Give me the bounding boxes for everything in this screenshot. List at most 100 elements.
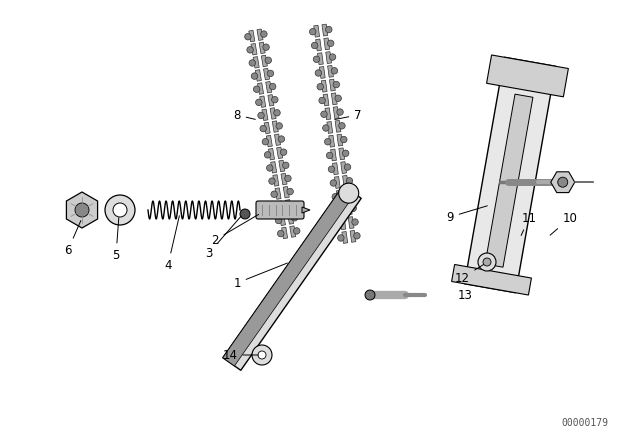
Polygon shape bbox=[67, 192, 97, 228]
Circle shape bbox=[336, 221, 342, 228]
Polygon shape bbox=[331, 149, 337, 161]
Circle shape bbox=[282, 162, 289, 168]
Polygon shape bbox=[330, 79, 335, 91]
Polygon shape bbox=[328, 65, 333, 77]
Polygon shape bbox=[314, 25, 319, 37]
Text: 10: 10 bbox=[550, 211, 577, 235]
Circle shape bbox=[289, 202, 296, 208]
Polygon shape bbox=[281, 173, 287, 185]
Text: 6: 6 bbox=[64, 220, 81, 257]
Text: 12: 12 bbox=[454, 264, 484, 284]
Polygon shape bbox=[452, 264, 531, 295]
Circle shape bbox=[249, 60, 255, 66]
Circle shape bbox=[339, 123, 345, 129]
Circle shape bbox=[317, 83, 323, 90]
Polygon shape bbox=[317, 53, 323, 65]
Circle shape bbox=[266, 165, 273, 171]
Polygon shape bbox=[335, 121, 341, 132]
Polygon shape bbox=[270, 108, 276, 119]
Circle shape bbox=[105, 195, 135, 225]
Polygon shape bbox=[302, 207, 310, 213]
Polygon shape bbox=[266, 135, 273, 147]
Circle shape bbox=[240, 209, 250, 219]
Circle shape bbox=[328, 166, 335, 172]
Text: 1: 1 bbox=[233, 263, 287, 289]
Circle shape bbox=[557, 177, 568, 187]
Polygon shape bbox=[287, 213, 294, 224]
Polygon shape bbox=[223, 185, 361, 370]
Polygon shape bbox=[268, 148, 275, 160]
Circle shape bbox=[333, 81, 340, 88]
Circle shape bbox=[264, 151, 271, 158]
Circle shape bbox=[339, 183, 359, 203]
Polygon shape bbox=[486, 55, 568, 97]
Polygon shape bbox=[271, 162, 276, 173]
Circle shape bbox=[244, 34, 251, 40]
Circle shape bbox=[252, 73, 258, 79]
Circle shape bbox=[334, 207, 340, 214]
Polygon shape bbox=[336, 190, 342, 202]
Circle shape bbox=[271, 191, 277, 198]
Circle shape bbox=[268, 70, 274, 77]
Circle shape bbox=[260, 125, 266, 132]
Polygon shape bbox=[326, 52, 332, 64]
Polygon shape bbox=[329, 135, 335, 147]
Polygon shape bbox=[551, 172, 575, 193]
Polygon shape bbox=[316, 39, 321, 51]
Circle shape bbox=[335, 95, 341, 102]
Polygon shape bbox=[276, 147, 283, 159]
Polygon shape bbox=[334, 177, 340, 188]
Polygon shape bbox=[264, 122, 270, 134]
Text: 7: 7 bbox=[335, 108, 362, 121]
Text: 8: 8 bbox=[234, 108, 255, 121]
Circle shape bbox=[323, 125, 329, 131]
Polygon shape bbox=[348, 217, 354, 228]
Circle shape bbox=[75, 203, 89, 217]
Circle shape bbox=[287, 188, 293, 195]
Polygon shape bbox=[333, 163, 339, 175]
Polygon shape bbox=[323, 94, 329, 106]
Circle shape bbox=[280, 149, 287, 155]
Text: 2: 2 bbox=[211, 215, 259, 246]
Circle shape bbox=[330, 180, 337, 186]
Circle shape bbox=[483, 258, 491, 266]
Circle shape bbox=[113, 203, 127, 217]
Circle shape bbox=[312, 42, 318, 49]
Circle shape bbox=[324, 138, 331, 145]
Polygon shape bbox=[257, 83, 264, 94]
Circle shape bbox=[262, 138, 269, 145]
Polygon shape bbox=[255, 70, 261, 81]
Circle shape bbox=[346, 177, 353, 184]
Polygon shape bbox=[344, 189, 350, 201]
Circle shape bbox=[271, 96, 278, 103]
Polygon shape bbox=[282, 227, 287, 239]
Circle shape bbox=[331, 68, 338, 74]
Polygon shape bbox=[338, 204, 344, 216]
Text: 13: 13 bbox=[458, 289, 472, 302]
Polygon shape bbox=[268, 95, 274, 106]
Text: 5: 5 bbox=[112, 218, 120, 262]
Circle shape bbox=[332, 194, 339, 200]
Polygon shape bbox=[339, 148, 345, 160]
Polygon shape bbox=[350, 230, 356, 242]
Polygon shape bbox=[325, 108, 331, 120]
Polygon shape bbox=[333, 107, 339, 119]
Circle shape bbox=[258, 351, 266, 359]
Circle shape bbox=[348, 191, 355, 198]
Polygon shape bbox=[324, 38, 330, 50]
Circle shape bbox=[275, 217, 282, 224]
Polygon shape bbox=[261, 55, 268, 67]
Polygon shape bbox=[332, 93, 337, 105]
Circle shape bbox=[321, 111, 327, 117]
Circle shape bbox=[276, 123, 282, 129]
Circle shape bbox=[354, 233, 360, 239]
Polygon shape bbox=[290, 226, 296, 237]
Polygon shape bbox=[257, 29, 263, 40]
Circle shape bbox=[313, 56, 320, 62]
Polygon shape bbox=[264, 69, 269, 80]
Text: 3: 3 bbox=[205, 216, 241, 259]
FancyBboxPatch shape bbox=[256, 201, 304, 219]
Circle shape bbox=[350, 205, 356, 211]
Polygon shape bbox=[327, 121, 333, 134]
Polygon shape bbox=[342, 232, 348, 243]
